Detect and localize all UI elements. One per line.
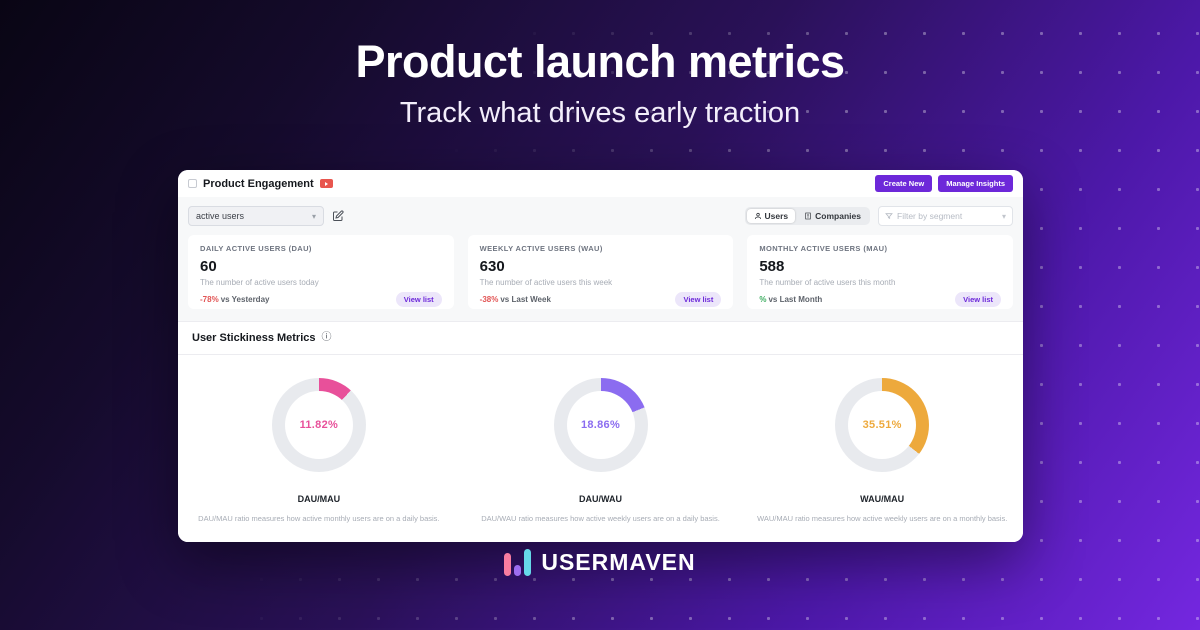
metric-select-value: active users — [196, 211, 245, 221]
hero-section: Product launch metrics Track what drives… — [0, 36, 1200, 130]
chevron-down-icon: ▾ — [1001, 211, 1006, 221]
usermaven-logo-icon — [504, 549, 532, 576]
tab-users[interactable]: Users — [746, 209, 796, 223]
user-icon — [754, 212, 761, 220]
donut-chart-wau-mau: 35.51% — [835, 378, 930, 472]
manage-insights-button[interactable]: Manage Insights — [938, 175, 1013, 192]
view-list-button[interactable]: View list — [675, 292, 722, 307]
stickiness-section-header: User Stickiness Metrics ⓘ — [178, 321, 1023, 355]
create-new-button[interactable]: Create New — [875, 175, 933, 192]
stickiness-donut-charts: 11.82% DAU/MAU DAU/MAU ratio measures ho… — [178, 355, 1023, 542]
metric-label: MONTHLY ACTIVE USERS (MAU) — [759, 244, 888, 253]
donut-column-dau-mau: 11.82% DAU/MAU DAU/MAU ratio measures ho… — [178, 355, 460, 542]
select-checkbox[interactable] — [188, 179, 197, 188]
metric-description: The number of active users today — [200, 278, 319, 287]
donut-description: DAU/WAU ratio measures how active weekly… — [481, 514, 720, 523]
metric-delta: % vs Last Month — [759, 295, 823, 304]
metric-label: WEEKLY ACTIVE USERS (WAU) — [479, 244, 603, 253]
metric-value: 60 — [200, 258, 217, 275]
segment-filter-select[interactable]: Filter by segment ▾ — [878, 206, 1013, 226]
metric-description: The number of active users this month — [759, 278, 896, 287]
metric-card-wau: WEEKLY ACTIVE USERS (WAU) 630 The number… — [467, 235, 734, 309]
metric-select[interactable]: active users ▾ — [188, 206, 324, 226]
donut-label: DAU/WAU — [579, 494, 622, 504]
metric-description: The number of active users this week — [479, 278, 613, 287]
page-title: Product launch metrics — [355, 36, 845, 87]
donut-percentage: 18.86% — [580, 419, 621, 431]
view-list-button[interactable]: View list — [955, 292, 1002, 307]
tab-companies-label: Companies — [815, 211, 861, 221]
metric-label: DAILY ACTIVE USERS (DAU) — [200, 244, 312, 253]
donut-description: WAU/MAU ratio measures how active weekly… — [757, 514, 1008, 523]
view-list-button[interactable]: View list — [395, 292, 442, 307]
donut-percentage: 11.82% — [299, 419, 339, 431]
donut-column-wau-mau: 35.51% WAU/MAU WAU/MAU ratio measures ho… — [741, 355, 1023, 542]
dashboard-window: Product Engagement Create New Manage Ins… — [178, 170, 1023, 542]
metric-value: 588 — [759, 258, 785, 275]
donut-label: DAU/MAU — [297, 494, 341, 504]
metric-delta: -38% vs Last Week — [479, 295, 551, 304]
brand-footer: USERMAVEN — [0, 549, 1200, 576]
page-subtitle: Track what drives early traction — [399, 97, 801, 129]
donut-description: DAU/MAU ratio measures how active monthl… — [198, 514, 440, 523]
metric-cards-row: DAILY ACTIVE USERS (DAU) 60 The number o… — [178, 235, 1023, 309]
video-badge-icon — [319, 179, 333, 188]
metric-value: 630 — [479, 258, 505, 275]
filter-icon — [885, 213, 893, 219]
edit-icon[interactable] — [332, 210, 344, 222]
stickiness-title: User Stickiness Metrics — [192, 332, 316, 344]
brand-name: USERMAVEN — [541, 549, 696, 575]
donut-chart-dau-mau: 11.82% — [271, 378, 366, 472]
chevron-down-icon: ▾ — [311, 211, 316, 221]
metric-card-dau: DAILY ACTIVE USERS (DAU) 60 The number o… — [188, 235, 454, 309]
entity-segmented-control: Users Companies — [744, 207, 870, 225]
donut-percentage: 35.51% — [862, 419, 902, 431]
dashboard-toolbar: active users ▾ Users Companies Filte — [178, 197, 1023, 235]
info-icon[interactable]: ⓘ — [321, 332, 332, 343]
dashboard-header: Product Engagement Create New Manage Ins… — [178, 170, 1023, 197]
tab-users-label: Users — [764, 211, 789, 221]
donut-chart-dau-wau: 18.86% — [553, 378, 648, 472]
tab-companies[interactable]: Companies — [797, 209, 868, 223]
segment-filter-placeholder: Filter by segment — [897, 211, 963, 221]
metric-card-mau: MONTHLY ACTIVE USERS (MAU) 588 The numbe… — [747, 235, 1014, 309]
building-icon — [805, 212, 811, 220]
metric-delta: -78% vs Yesterday — [200, 295, 270, 304]
donut-column-dau-wau: 18.86% DAU/WAU DAU/WAU ratio measures ho… — [460, 355, 742, 542]
dashboard-title: Product Engagement — [203, 177, 314, 190]
donut-label: WAU/MAU — [860, 494, 905, 504]
